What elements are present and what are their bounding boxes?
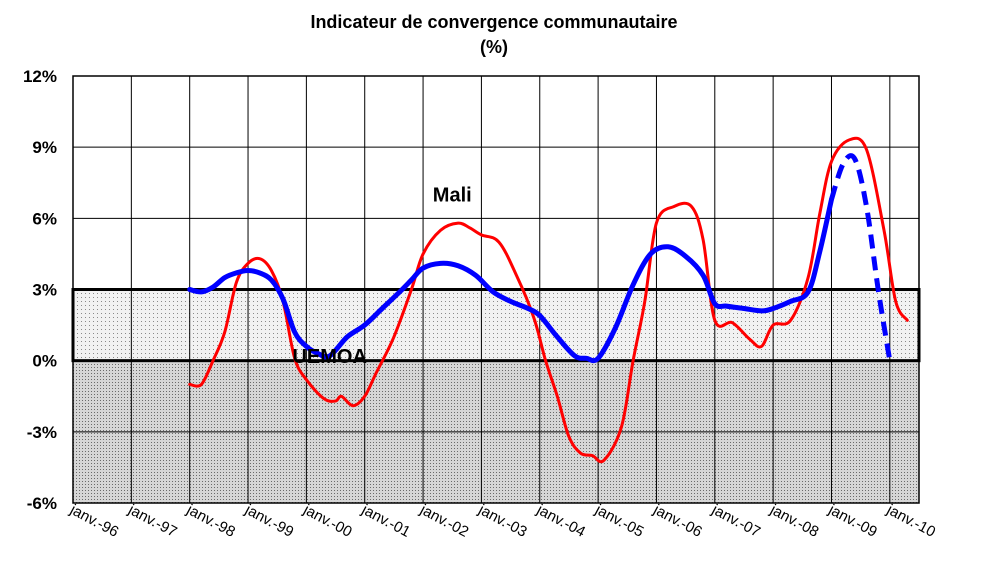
mali-line [188, 136, 909, 464]
y-tick-label: -6% [27, 494, 57, 513]
x-tick-label: janv.-01 [358, 501, 413, 541]
y-tick-label: 12% [23, 67, 57, 86]
y-tick-label: 6% [32, 209, 57, 228]
x-tick-label: janv.-08 [766, 501, 821, 541]
convergence-bands [73, 289, 919, 503]
series-lines [187, 136, 909, 464]
series-annotations: Mali UEMOA [292, 185, 471, 368]
x-tick-label: janv.-98 [183, 501, 238, 541]
x-tick-label: janv.-02 [416, 501, 471, 541]
uemoa-projection-line [829, 153, 893, 362]
x-tick-label: janv.-07 [708, 501, 763, 541]
x-tick-label: janv.-06 [650, 501, 705, 541]
y-tick-label: -3% [27, 423, 57, 442]
y-tick-label: 3% [32, 281, 57, 300]
x-tick-label: janv.-96 [66, 501, 121, 541]
annotation-mali: Mali [433, 185, 472, 207]
x-axis-ticks: janv.-96 janv.-97 janv.-98 janv.-99 janv.-00… [66, 501, 938, 541]
x-tick-label: janv.-04 [533, 501, 588, 541]
uemoa-line [187, 196, 834, 364]
x-tick-label: janv.-97 [125, 501, 180, 541]
y-tick-label: 9% [32, 138, 57, 157]
x-tick-label: janv.-99 [241, 501, 296, 541]
y-tick-label: 0% [32, 352, 57, 371]
chart-subtitle: (%) [480, 37, 508, 57]
x-tick-label: janv.-05 [591, 501, 646, 541]
plot-frame [71, 75, 921, 504]
annotation-uemoa: UEMOA [292, 346, 366, 368]
x-tick-label: janv.-00 [300, 501, 355, 541]
x-tick-label: janv.-03 [475, 501, 530, 541]
band-border [71, 288, 921, 363]
chart-title: Indicateur de convergence communautaire [310, 12, 678, 32]
x-tick-label: janv.-09 [825, 501, 880, 541]
x-tick-label: janv.-10 [883, 501, 938, 541]
y-axis-ticks: 12% 9% 6% 3% 0% -3% -6% [23, 67, 57, 513]
